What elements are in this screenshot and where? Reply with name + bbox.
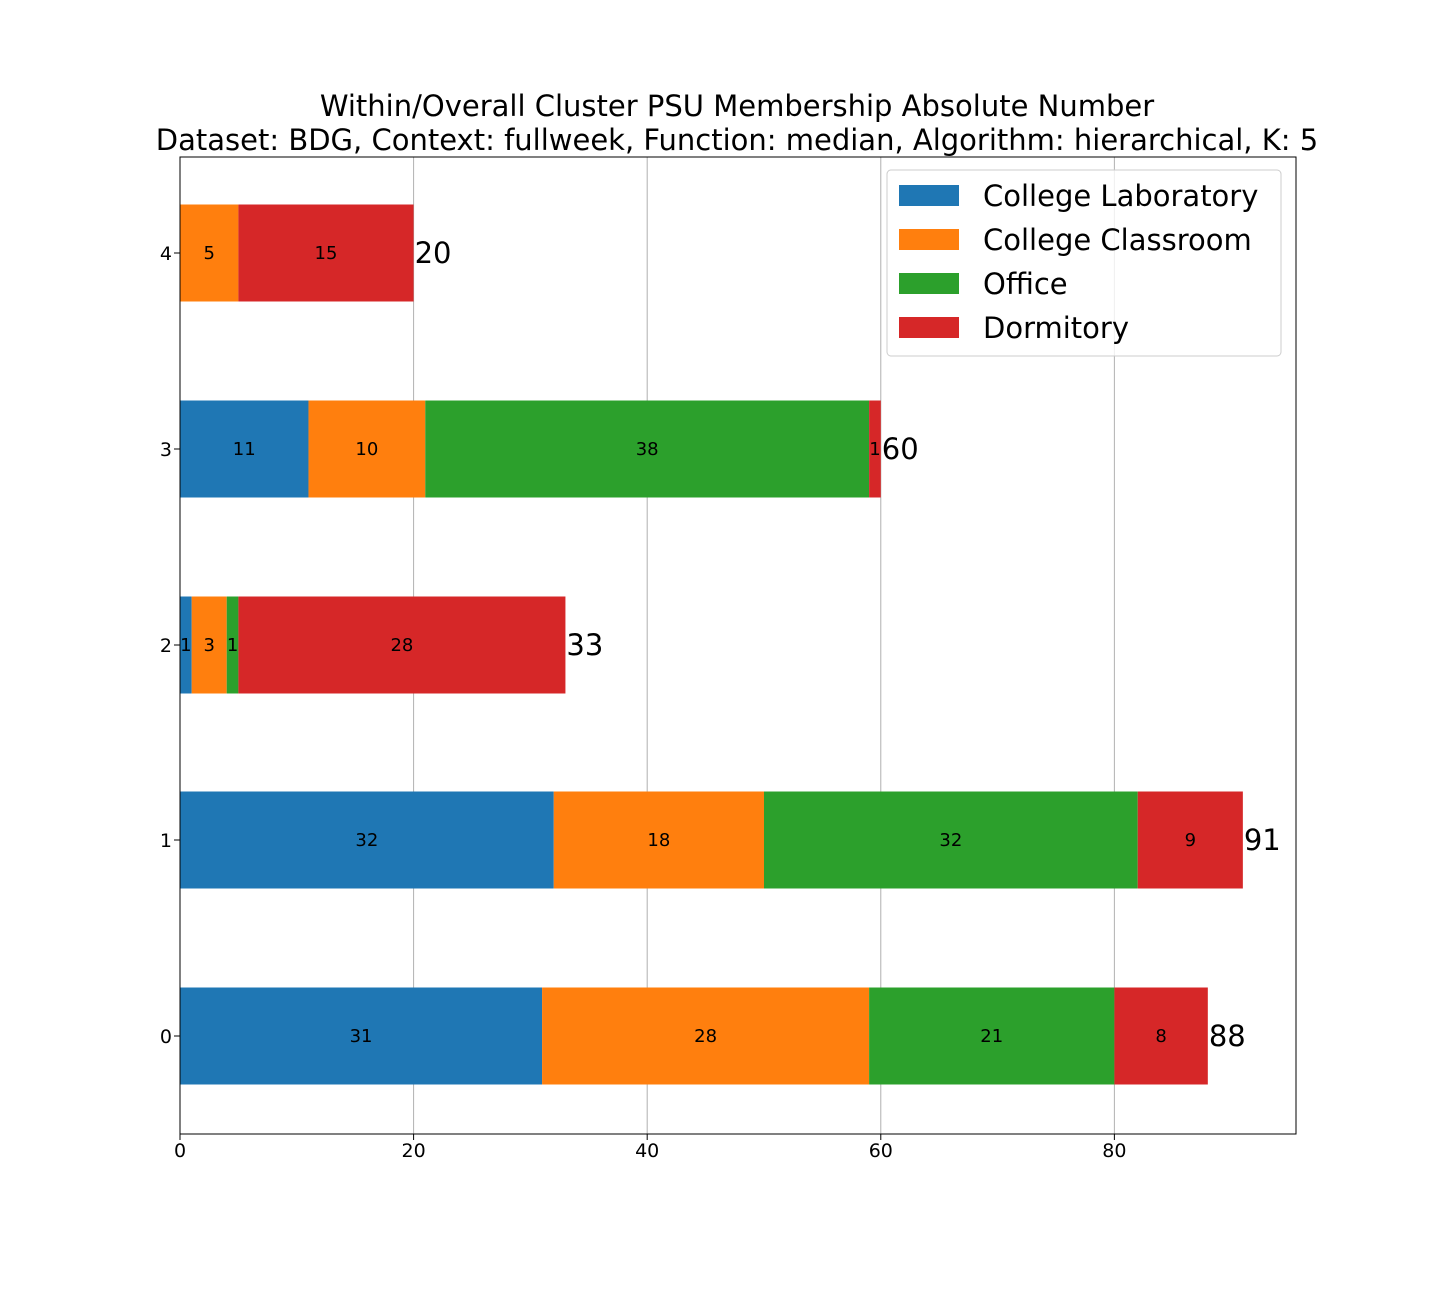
bar-segment-label: 1 (227, 635, 238, 656)
legend-label: Dormitory (983, 311, 1129, 345)
x-tick-label: 0 (174, 1140, 186, 1162)
x-tick-label: 20 (402, 1140, 426, 1162)
bar-total-label: 88 (1209, 1019, 1246, 1053)
bar-segment-label: 10 (355, 439, 378, 460)
bar-segment (238, 596, 566, 694)
bar-segment (1114, 987, 1208, 1085)
bar-segment-label: 5 (203, 243, 214, 264)
bar-segment (180, 204, 239, 302)
bar-segment (226, 596, 239, 694)
bar-segment (869, 400, 881, 498)
legend: College Laboratory College Classroom Offic… (886, 169, 1282, 357)
bar-segment (1137, 791, 1243, 889)
bar-segment-label: 11 (233, 439, 256, 460)
bar-segment (180, 987, 543, 1085)
bar-segment (763, 791, 1138, 889)
bar-segment (869, 987, 1115, 1085)
y-tick-label: 1 (160, 830, 172, 852)
bar-segment-label: 1 (180, 635, 191, 656)
legend-swatch (899, 317, 959, 338)
bar-segment-label: 1 (869, 439, 880, 460)
bars (180, 204, 1243, 1085)
y-tick-label: 2 (160, 635, 172, 657)
bar-segment (238, 204, 414, 302)
bar-segment-label: 32 (939, 830, 962, 851)
x-tick-label: 60 (869, 1140, 893, 1162)
chart-subtitle: Dataset: BDG, Context: fullweek, Functio… (156, 123, 1318, 157)
bar-segment-label: 21 (980, 1026, 1003, 1047)
bar-segment-label: 38 (636, 439, 659, 460)
bar-segment (425, 400, 870, 498)
bar-segment (191, 596, 227, 694)
bar-segment-label: 28 (694, 1026, 717, 1047)
y-tick-label: 4 (160, 243, 172, 265)
bar-segment (180, 400, 309, 498)
legend-swatch (899, 185, 959, 206)
y-tick-label: 0 (160, 1026, 172, 1048)
bar-segment-label: 28 (390, 635, 413, 656)
legend-label: College Classroom (983, 223, 1252, 257)
bar-segment-label: 31 (350, 1026, 373, 1047)
bar-total-label: 20 (415, 236, 452, 270)
bar-total-label: 91 (1244, 823, 1281, 857)
bar-segment (542, 987, 870, 1085)
legend-box (886, 169, 1282, 357)
bar-segment-label: 9 (1185, 830, 1196, 851)
legend-swatch (899, 229, 959, 250)
x-tick-label: 40 (635, 1140, 659, 1162)
chart-title: Within/Overall Cluster PSU Membership Ab… (320, 89, 1154, 123)
legend-label: Office (983, 267, 1068, 301)
bar-segment-label: 3 (203, 635, 214, 656)
x-tick-label: 80 (1102, 1140, 1126, 1162)
bar-total-label: 60 (882, 432, 919, 466)
bar-segment (308, 400, 426, 498)
bar-segment (180, 791, 554, 889)
bar-segment-label: 18 (647, 830, 670, 851)
bar-segment-label: 8 (1155, 1026, 1166, 1047)
bar-segment (180, 596, 192, 694)
bar-total-label: 33 (566, 628, 603, 662)
bar-segment (553, 791, 764, 889)
legend-label: College Laboratory (983, 179, 1258, 213)
y-tick-label: 3 (160, 439, 172, 461)
legend-swatch (899, 273, 959, 294)
bar-segment-label: 15 (315, 243, 338, 264)
bar-segment-label: 32 (355, 830, 378, 851)
